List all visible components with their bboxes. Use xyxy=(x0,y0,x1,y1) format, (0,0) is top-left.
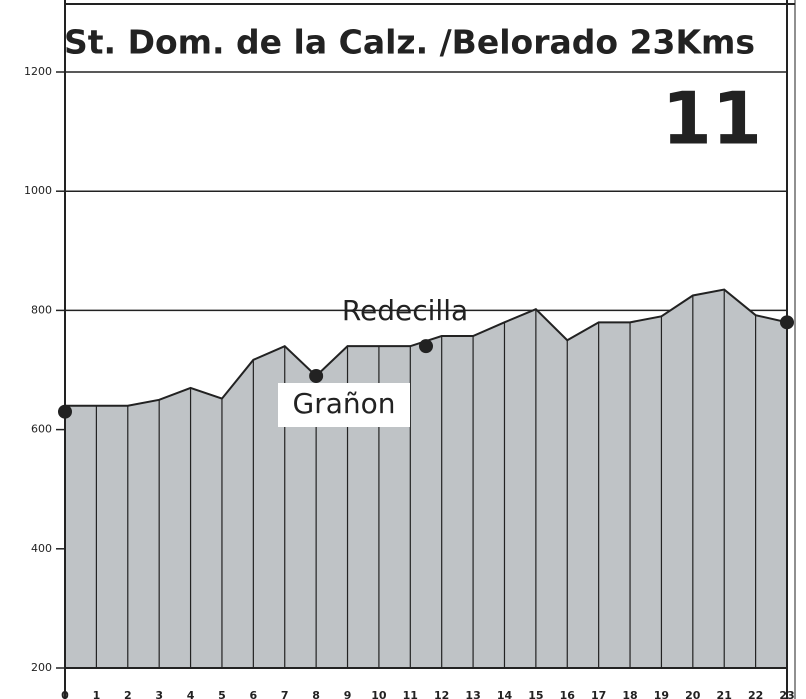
annotation-bg xyxy=(278,383,410,427)
x-tick-label: 22 xyxy=(748,689,763,699)
x-tick-label: 19 xyxy=(654,689,669,699)
y-tick-label: 600 xyxy=(31,423,52,436)
x-tick-label: 3 xyxy=(155,689,163,699)
x-tick-label: 23 xyxy=(779,689,794,699)
x-tick-label: 20 xyxy=(685,689,701,699)
x-tick-label: 0 xyxy=(61,689,69,699)
y-tick-label: 200 xyxy=(31,661,52,674)
x-tick-label: 11 xyxy=(403,689,418,699)
x-tick-label: 21 xyxy=(717,689,732,699)
y-tick-label: 400 xyxy=(31,542,52,555)
x-tick-label: 7 xyxy=(281,689,289,699)
x-tick-label: 14 xyxy=(497,689,513,699)
stage-number: 11 xyxy=(662,77,762,161)
x-tick-label: 17 xyxy=(591,689,606,699)
x-tick-label: 12 xyxy=(434,689,449,699)
place-marker xyxy=(780,315,794,330)
x-tick-label: 9 xyxy=(344,689,352,699)
x-tick-label: 5 xyxy=(218,689,226,699)
x-tick-label: 15 xyxy=(528,689,543,699)
place-marker xyxy=(58,404,72,419)
y-tick-label: 1200 xyxy=(24,65,52,78)
annotation: Grañon xyxy=(293,387,396,420)
place-marker xyxy=(309,368,324,383)
place-marker xyxy=(419,339,433,354)
x-tick-label: 16 xyxy=(560,689,576,699)
x-tick-label: 6 xyxy=(250,689,258,699)
x-tick-label: 8 xyxy=(312,689,320,699)
x-tick-label: 13 xyxy=(465,689,480,699)
chart-title: St. Dom. de la Calz. /Belorado 23Kms xyxy=(64,23,755,62)
x-tick-label: 4 xyxy=(187,689,195,699)
annotation: Redecilla xyxy=(342,294,468,327)
x-tick-label: 18 xyxy=(622,689,637,699)
y-tick-label: 800 xyxy=(31,303,52,316)
y-tick-label: 1000 xyxy=(24,184,52,197)
x-tick-label: 1 xyxy=(93,689,101,699)
x-tick-label: 10 xyxy=(371,689,387,699)
x-tick-label: 2 xyxy=(124,689,132,699)
